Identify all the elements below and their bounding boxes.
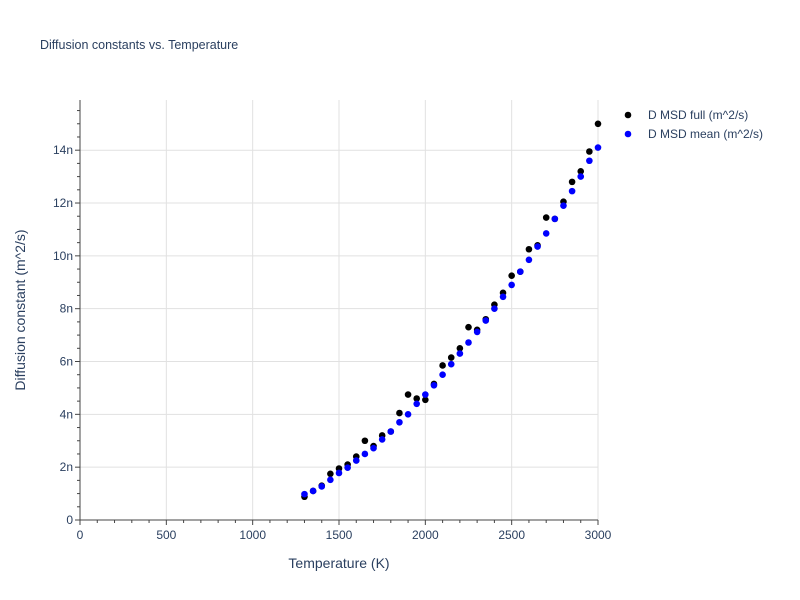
data-point-series-2[interactable] <box>465 339 472 346</box>
data-point-series-1[interactable] <box>404 391 412 398</box>
axes <box>75 100 599 525</box>
data-point-series-2[interactable] <box>301 490 308 498</box>
data-point-series-2[interactable] <box>370 444 377 452</box>
y-tick-label: 10n <box>53 249 73 263</box>
data-point-series-1[interactable] <box>456 345 464 352</box>
data-point-series-2[interactable] <box>560 202 567 209</box>
data-point-series-1[interactable] <box>396 409 403 417</box>
y-tick-label: 12n <box>53 196 73 210</box>
data-point-series-2[interactable] <box>447 360 455 368</box>
data-point-series-2[interactable] <box>439 371 446 379</box>
y-tick-label: 2n <box>60 460 73 474</box>
x-tick-label: 3000 <box>585 528 612 542</box>
legend-marker[interactable] <box>624 130 632 138</box>
data-point-series-2[interactable] <box>491 305 498 312</box>
data-point-series-1[interactable] <box>422 396 429 404</box>
data-point-series-2[interactable] <box>577 173 585 180</box>
data-point-series-2[interactable] <box>413 400 421 408</box>
grid-lines <box>80 100 599 520</box>
data-point-series-1[interactable] <box>439 362 446 369</box>
data-point-series-1[interactable] <box>542 214 550 221</box>
data-point-series-2[interactable] <box>422 391 429 398</box>
data-point-series-2[interactable] <box>309 487 317 495</box>
data-point-series-1[interactable] <box>577 168 585 175</box>
data-point-series-2[interactable] <box>473 328 481 336</box>
legend-label[interactable]: D MSD mean (m^2/s) <box>648 127 763 141</box>
data-point-series-2[interactable] <box>508 281 515 289</box>
x-tick-labels: 0 500 1000 1500 2000 2500 3000 <box>77 528 612 542</box>
data-point-series-2[interactable] <box>517 268 524 275</box>
data-point-series-1[interactable] <box>413 395 421 402</box>
y-tick-labels: 0 2n 4n 6n 8n 10n 12n 14n <box>53 143 73 527</box>
data-point-series-2[interactable] <box>352 457 360 464</box>
x-tick-label: 0 <box>77 528 84 542</box>
data-point-series-2[interactable] <box>378 436 386 443</box>
data-point-series-2[interactable] <box>482 317 490 324</box>
data-point-series-1[interactable] <box>525 245 533 253</box>
data-point-series-2[interactable] <box>586 157 593 165</box>
data-point-series-1[interactable] <box>508 272 515 279</box>
y-tick-label: 8n <box>60 302 73 316</box>
x-tick-label: 2500 <box>498 528 525 542</box>
data-point-series-1[interactable] <box>568 178 576 186</box>
x-tick-label: 2000 <box>412 528 439 542</box>
data-point-series-2[interactable] <box>568 187 576 195</box>
data-point-series-1[interactable] <box>361 437 369 445</box>
data-point-series-2[interactable] <box>396 418 403 426</box>
data-point-series-1[interactable] <box>465 323 472 331</box>
data-point-series-2[interactable] <box>430 381 438 389</box>
legend-marker[interactable] <box>624 111 632 119</box>
data-point-series-2[interactable] <box>525 256 533 264</box>
data-point-series-1[interactable] <box>447 354 455 361</box>
data-point-series-2[interactable] <box>335 469 343 477</box>
data-point-series-1[interactable] <box>594 120 602 128</box>
data-point-series-2[interactable] <box>327 476 334 484</box>
chart-title: Diffusion constants vs. Temperature <box>40 38 239 52</box>
data-point-series-2[interactable] <box>551 215 559 223</box>
y-tick-label: 4n <box>60 407 73 421</box>
data-point-series-2[interactable] <box>361 450 369 458</box>
data-point-series-2[interactable] <box>456 350 464 357</box>
y-tick-label: 6n <box>60 355 73 369</box>
x-tick-label: 1500 <box>326 528 353 542</box>
data-point-series-2[interactable] <box>499 293 507 301</box>
x-tick-label: 1000 <box>239 528 266 542</box>
data-point-series-2[interactable] <box>318 483 326 490</box>
y-tick-label: 0 <box>66 513 73 527</box>
x-axis-title: Temperature (K) <box>288 555 389 571</box>
y-tick-label: 14n <box>53 143 73 157</box>
data-point-series-2[interactable] <box>404 411 412 418</box>
legend-label[interactable]: D MSD full (m^2/s) <box>648 108 748 122</box>
x-tick-label: 500 <box>156 528 176 542</box>
data-points[interactable] <box>301 120 602 501</box>
data-point-series-2[interactable] <box>344 464 351 471</box>
data-point-series-1[interactable] <box>586 148 593 155</box>
data-point-series-2[interactable] <box>542 230 550 237</box>
data-point-series-2[interactable] <box>534 243 541 250</box>
data-point-series-1[interactable] <box>327 470 334 478</box>
legend[interactable]: D MSD full (m^2/s) D MSD mean (m^2/s) <box>624 108 763 141</box>
data-point-series-2[interactable] <box>594 144 602 151</box>
y-axis-title: Diffusion constant (m^2/s) <box>12 229 28 390</box>
data-point-series-2[interactable] <box>387 428 395 435</box>
